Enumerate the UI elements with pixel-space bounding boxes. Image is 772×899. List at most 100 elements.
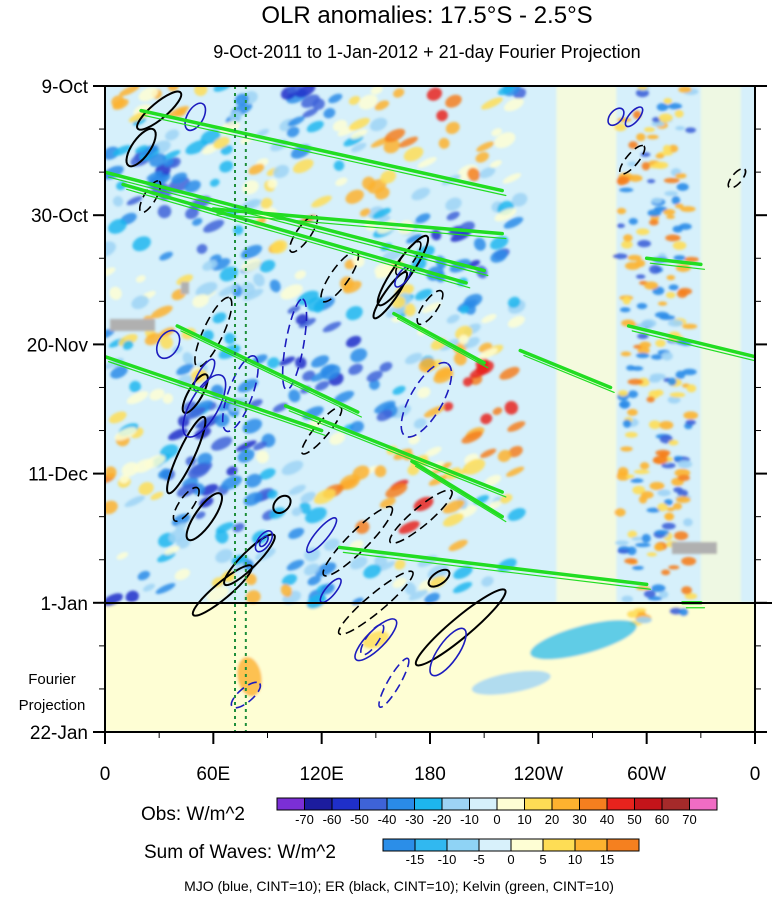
kelvin-contour	[105, 354, 324, 433]
obs-colorbar-tick: 40	[600, 812, 614, 827]
er-contour-negative	[388, 489, 453, 545]
anomaly-patch	[640, 152, 651, 158]
waves-colorbar-tick: 10	[568, 852, 582, 867]
anomaly-patch	[218, 285, 239, 297]
anomaly-patch	[481, 97, 503, 110]
anomaly-patch	[414, 288, 433, 301]
obs-colorbar-swatch	[661, 797, 690, 811]
mjo-contour-negative	[378, 657, 410, 709]
waves-colorbar-tick: 5	[539, 852, 546, 867]
anomaly-patch	[652, 117, 661, 123]
er-contour	[372, 270, 409, 320]
anomaly-patch	[279, 356, 296, 366]
mjo-contour-negative	[221, 355, 259, 433]
anomaly-patch	[253, 273, 265, 287]
anomaly-patch	[530, 620, 637, 660]
kelvin-contour	[216, 213, 507, 240]
anomaly-patch	[480, 413, 493, 425]
anomaly-patch	[507, 421, 526, 432]
anomaly-patch	[651, 584, 666, 593]
anomaly-patch	[651, 121, 665, 127]
anomaly-patch	[350, 348, 368, 363]
anomaly-patch	[355, 520, 370, 534]
kelvin-contour	[523, 354, 615, 393]
anomaly-patch	[256, 450, 269, 464]
anomaly-patch	[215, 549, 233, 563]
anomaly-patch	[651, 197, 663, 204]
anomaly-patch	[674, 203, 684, 209]
anomaly-patch	[311, 195, 332, 208]
mjo-contour-negative	[281, 298, 308, 391]
anomaly-patch	[219, 160, 234, 173]
anomaly-patch	[242, 418, 263, 434]
anomaly-patch	[129, 380, 141, 393]
er-contour-negative	[172, 486, 200, 523]
anomaly-patch	[636, 302, 648, 310]
anomaly-patch	[672, 241, 687, 250]
anomaly-patch	[462, 458, 486, 475]
anomaly-patch	[675, 173, 687, 179]
anomaly-patch	[306, 120, 324, 133]
anomaly-patch	[195, 281, 218, 297]
anomaly-patch	[245, 473, 262, 488]
anomaly-patch	[475, 152, 489, 163]
anomaly-patch	[654, 529, 670, 536]
anomaly-patch	[627, 378, 644, 385]
anomaly-patch	[675, 125, 685, 131]
anomaly-patch	[149, 388, 165, 401]
anomaly-patch	[417, 386, 431, 399]
anomaly-patch	[649, 481, 665, 491]
anomaly-patch	[488, 500, 502, 510]
anomaly-patch	[484, 474, 502, 486]
mjo-contour	[305, 517, 338, 554]
chart-subtitle: 9-Oct-2011 to 1-Jan-2012 + 21-day Fourie…	[213, 42, 640, 62]
obs-colorbar-swatch	[496, 797, 525, 811]
anomaly-patch	[654, 543, 664, 552]
anomaly-patch	[376, 561, 396, 572]
anomaly-patch	[190, 369, 208, 384]
anomaly-patch	[362, 176, 376, 190]
anomaly-patch	[669, 392, 686, 398]
anomaly-patch	[507, 508, 526, 521]
anomaly-patch	[625, 431, 638, 438]
obs-colorbar-tick: 60	[655, 812, 669, 827]
anomaly-patch	[151, 305, 173, 319]
anomaly-patch	[641, 533, 651, 543]
missing-data	[110, 319, 155, 331]
forecast-label-line1: Fourier	[28, 671, 76, 688]
anomaly-patch	[405, 352, 423, 365]
anomaly-patch	[288, 389, 301, 403]
anomaly-patch	[374, 465, 387, 478]
obs-colorbar-swatch	[606, 797, 635, 811]
anomaly-patch	[648, 219, 659, 226]
anomaly-patch	[663, 177, 680, 184]
anomaly-patch	[242, 180, 259, 195]
anomaly-patch	[281, 574, 297, 586]
y-axis-labels: 9-Oct 30-Oct 20-Nov 11-Dec 1-Jan 22-Jan	[27, 77, 89, 744]
anomaly-patch	[619, 307, 631, 313]
anomaly-patch	[299, 501, 311, 514]
anomaly-patch	[497, 86, 515, 96]
anomaly-patch	[267, 489, 278, 499]
anomaly-patch	[403, 303, 416, 317]
anomaly-patch	[306, 296, 326, 312]
anomaly-patch	[459, 305, 470, 314]
anomaly-patch	[507, 296, 521, 309]
waves-colorbar-tick: -5	[473, 852, 485, 867]
anomaly-patch	[434, 366, 453, 379]
obs-colorbar-label: Obs: W/m^2	[141, 804, 245, 825]
er-contour	[427, 568, 451, 588]
chart-title: OLR anomalies: 17.5°S - 2.5°S	[261, 2, 592, 29]
anomaly-patch	[160, 335, 173, 350]
anomaly-patch	[424, 446, 442, 457]
anomaly-patch	[676, 289, 688, 298]
anomaly-patch	[195, 511, 206, 519]
anomaly-patch	[122, 340, 134, 350]
anomaly-patch	[453, 352, 467, 366]
x-tick-label: 120W	[514, 764, 564, 785]
anomaly-patch	[636, 352, 650, 359]
anomaly-patch	[661, 569, 671, 576]
er-contour-negative	[618, 144, 646, 175]
er-contour-negative	[416, 289, 444, 326]
obs-colorbar-tick: 70	[682, 812, 696, 827]
